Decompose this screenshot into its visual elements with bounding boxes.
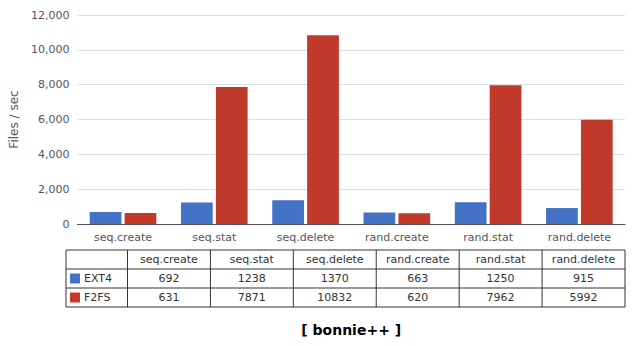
svg-text:rand.stat: rand.stat xyxy=(463,231,513,244)
svg-text:EXT4: EXT4 xyxy=(84,272,112,285)
svg-text:rand.stat: rand.stat xyxy=(476,253,526,266)
svg-text:seq.delete: seq.delete xyxy=(306,253,364,266)
svg-text:1250: 1250 xyxy=(487,272,515,285)
svg-text:seq.create: seq.create xyxy=(94,231,152,244)
svg-text:1238: 1238 xyxy=(238,272,266,285)
svg-text:663: 663 xyxy=(407,272,428,285)
svg-text:915: 915 xyxy=(573,272,594,285)
svg-text:rand.delete: rand.delete xyxy=(552,253,616,266)
svg-text:692: 692 xyxy=(158,272,179,285)
svg-text:0: 0 xyxy=(62,218,69,231)
svg-text:Files / sec: Files / sec xyxy=(7,90,21,148)
svg-text:seq.delete: seq.delete xyxy=(277,231,335,244)
svg-text:620: 620 xyxy=(407,291,428,304)
svg-text:12,000: 12,000 xyxy=(31,9,70,22)
svg-text:1370: 1370 xyxy=(321,272,349,285)
svg-text:rand.delete: rand.delete xyxy=(548,231,612,244)
svg-text:7871: 7871 xyxy=(238,291,266,304)
svg-text:rand.create: rand.create xyxy=(365,231,429,244)
svg-text:7962: 7962 xyxy=(487,291,515,304)
svg-text:seq.create: seq.create xyxy=(140,253,198,266)
svg-text:631: 631 xyxy=(158,291,179,304)
svg-text:seq.stat: seq.stat xyxy=(230,253,275,266)
svg-text:6,000: 6,000 xyxy=(38,113,70,126)
svg-text:8,000: 8,000 xyxy=(38,78,70,91)
svg-text:10,000: 10,000 xyxy=(31,43,70,56)
svg-text:seq.stat: seq.stat xyxy=(192,231,237,244)
svg-text:2,000: 2,000 xyxy=(38,183,70,196)
svg-text:[ bonnie++ ]: [ bonnie++ ] xyxy=(301,322,401,338)
svg-text:5992: 5992 xyxy=(570,291,598,304)
svg-text:10832: 10832 xyxy=(317,291,352,304)
svg-text:F2FS: F2FS xyxy=(84,291,110,304)
svg-text:4,000: 4,000 xyxy=(38,148,70,161)
svg-text:rand.create: rand.create xyxy=(386,253,450,266)
